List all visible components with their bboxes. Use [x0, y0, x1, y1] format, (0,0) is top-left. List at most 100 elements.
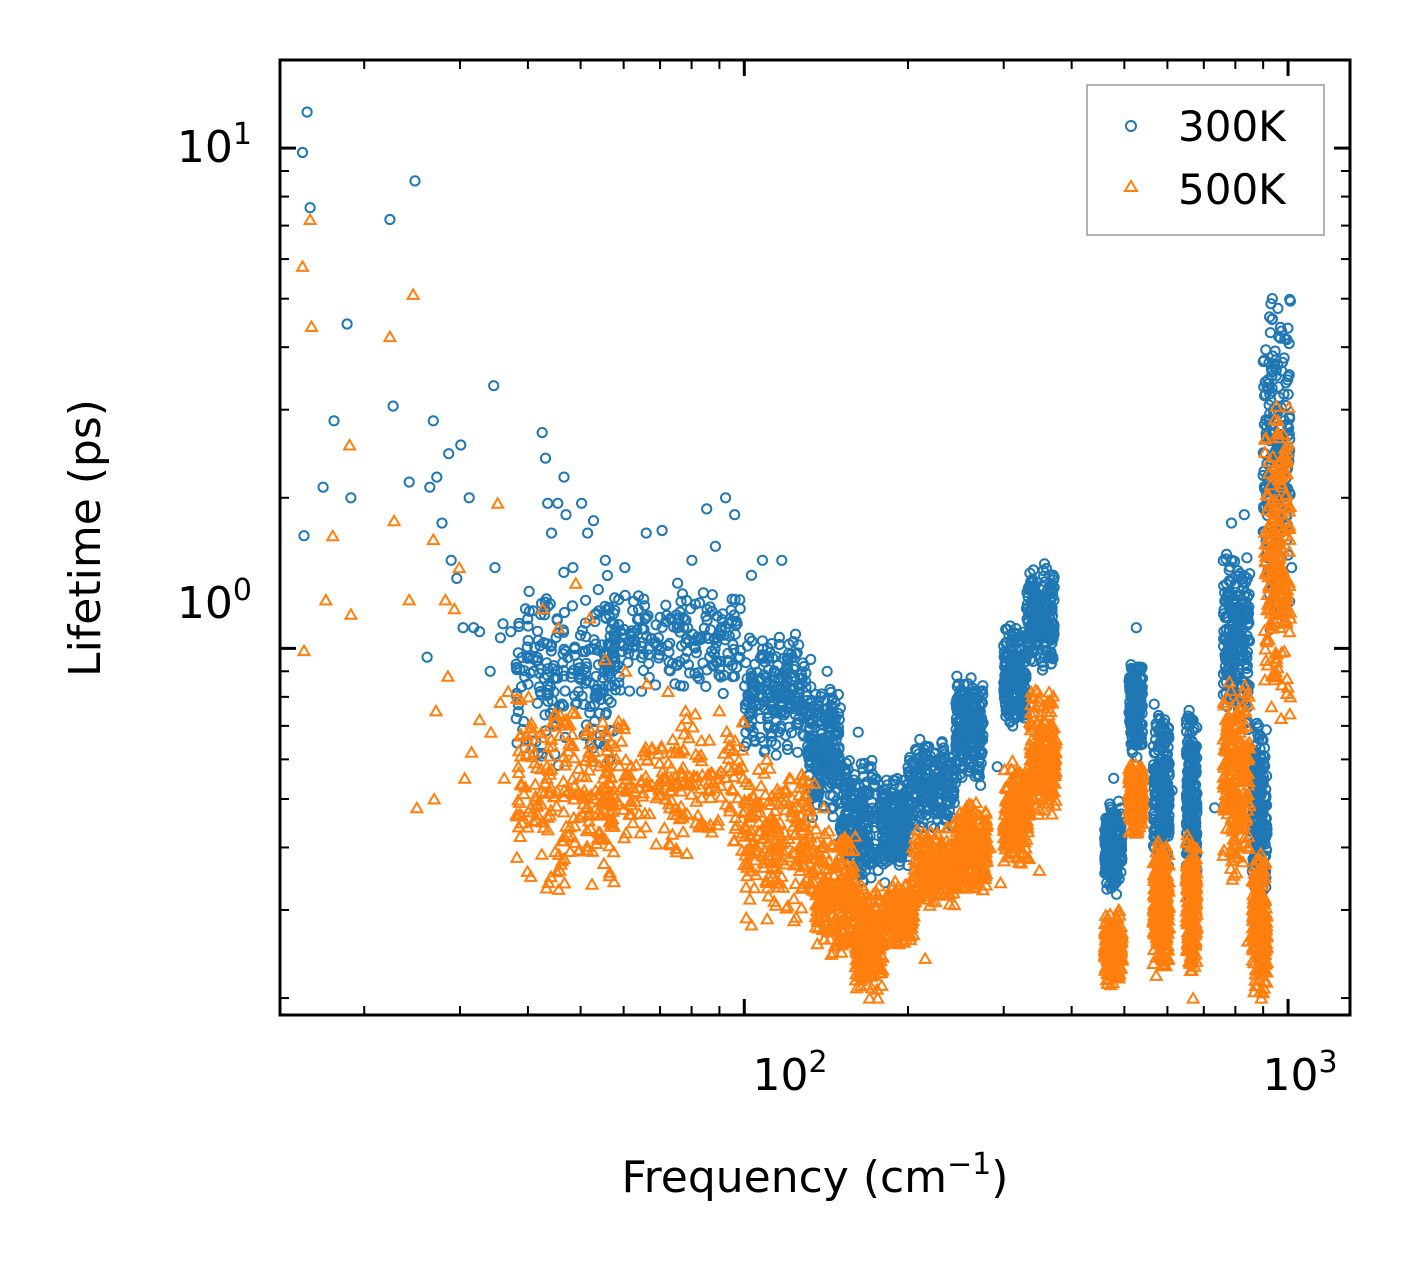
point-300k-band-point — [913, 748, 925, 760]
point-300k-band-point — [859, 864, 872, 876]
point-300k-band-point — [616, 646, 629, 658]
point-300k-band-point — [605, 696, 617, 709]
point-300k-band-point — [773, 631, 786, 643]
point-300k-band-point — [1040, 632, 1052, 644]
point-300k-band-point — [624, 627, 636, 640]
point-300k-band-point — [521, 650, 533, 662]
point-300k-band-point — [653, 652, 665, 664]
point-300k-band-point — [617, 628, 629, 640]
point-300k-band-point — [1136, 718, 1148, 730]
point-300k-band-point — [1012, 628, 1024, 640]
point-300k-band-point — [699, 630, 712, 642]
point-300k-band-point — [734, 594, 746, 606]
point-300k-band-point — [1008, 712, 1020, 724]
point-300k-band-point — [510, 661, 523, 674]
point-300k-band-point — [1046, 587, 1058, 599]
point-300k-band-point — [599, 664, 611, 676]
point-300k-band-point — [906, 808, 918, 820]
point-300k-band-point — [912, 768, 924, 780]
point-300k-band-point — [1048, 571, 1060, 583]
point-300k-band-point — [717, 608, 729, 620]
point-300k-band-point — [722, 655, 734, 667]
point-300k-band-point — [558, 700, 570, 712]
point-300k-band-point — [785, 727, 798, 739]
point-300k-band-point — [641, 630, 653, 642]
point-300k-band-point — [999, 671, 1011, 683]
point-300k-band-point — [1109, 827, 1121, 839]
point-300k-band-point — [682, 622, 694, 634]
point-300k-band-point — [816, 750, 828, 762]
point-300k-band-point — [531, 697, 544, 709]
point-300k-band-point — [704, 601, 716, 613]
point-300k-band-point — [697, 657, 709, 669]
point-300k-band-point — [532, 625, 544, 637]
point-300k-band-point — [628, 595, 640, 608]
point-300k-band-point — [919, 792, 931, 804]
point-300k-band-point — [1038, 660, 1050, 672]
point-300k-band-point — [731, 662, 743, 674]
point-300k-band-point — [770, 716, 782, 728]
point-300k-band-point — [778, 709, 790, 721]
point-300k-band-point — [1022, 607, 1035, 619]
point-300k-band-point — [559, 685, 571, 697]
point-300k-band-point — [848, 815, 860, 828]
point-300k-band-point — [1038, 626, 1050, 638]
point-300k-band-point — [546, 639, 558, 651]
point-300k-band-point — [640, 612, 653, 624]
point-300k-band-point — [1028, 597, 1041, 609]
point-300k-band-point — [660, 599, 672, 611]
point-300k-band-point — [714, 630, 726, 642]
point-300k-band-point — [773, 726, 785, 738]
point-300k-band-point — [522, 613, 534, 625]
point-300k-band-point — [967, 718, 979, 730]
point-300k-band-point — [639, 613, 651, 625]
point-300k-band-point — [1000, 648, 1013, 660]
point-300k-band-point — [813, 771, 825, 783]
point-300k-band-point — [805, 681, 817, 693]
point-300k-band-point — [957, 753, 969, 765]
point-300k-band-point — [1114, 835, 1126, 847]
point-300k-band-point — [1031, 625, 1043, 637]
point-300k-band-point — [835, 770, 848, 782]
point-300k-band-point — [674, 606, 686, 618]
point-300k-band-point — [1135, 661, 1147, 674]
point-300k-band-point — [823, 743, 836, 755]
point-300k-band-point — [1027, 564, 1040, 576]
point-300k-band-point — [638, 593, 650, 605]
point-300k-band-point — [544, 598, 556, 610]
point-300k-band-point — [941, 760, 954, 773]
point-300k-band-point — [665, 614, 677, 626]
point-300k-band-point — [744, 632, 756, 644]
point-300k-band-point — [756, 635, 769, 647]
point-300k-band-point — [600, 604, 612, 616]
point-300k-band-point — [609, 684, 622, 696]
point-300k-band-point — [608, 618, 620, 631]
point-300k-band-point — [700, 680, 712, 693]
point-300k-band-point — [558, 566, 570, 579]
series-300k-points — [296, 106, 1298, 965]
point-300k-band-point — [924, 791, 936, 803]
point-300k-band-point — [782, 655, 794, 667]
point-300k-band-point — [519, 671, 531, 683]
point-300k-band-point — [594, 693, 607, 706]
point-300k-band-point — [929, 764, 942, 776]
point-300k-band-point — [572, 686, 585, 698]
point-300k-band-point — [1034, 596, 1046, 608]
point-300k-band-point — [883, 818, 895, 830]
point-300k-band-point — [1101, 883, 1113, 895]
point-300k-band-point — [749, 734, 761, 746]
point-300k-band-point — [542, 663, 554, 675]
point-300k-band-point — [1132, 732, 1144, 744]
point-300k-band-point — [747, 677, 759, 689]
point-300k-band-point — [973, 771, 986, 783]
point-300k-band-point — [809, 751, 821, 763]
point-300k-band-point — [1100, 812, 1112, 825]
point-300k-band-point — [941, 796, 953, 808]
point-300k-band-point — [603, 638, 615, 650]
point-300k-band-point — [629, 635, 641, 647]
point-300k-band-point — [690, 647, 703, 659]
point-300k-band-point — [650, 619, 662, 631]
point-300k-band-point — [637, 664, 650, 677]
point-300k-band-point — [604, 630, 616, 642]
point-300k-band-point — [837, 780, 849, 793]
